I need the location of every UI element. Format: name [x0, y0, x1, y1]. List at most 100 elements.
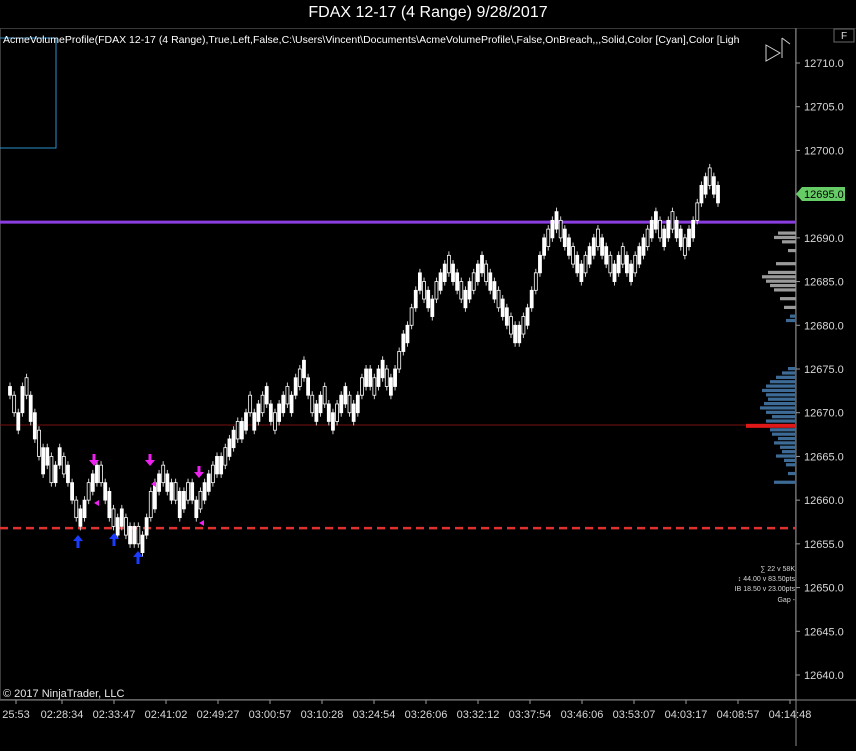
price-tick-label: 12675.0 [804, 364, 844, 376]
candle [422, 281, 426, 300]
candle [401, 333, 406, 352]
profile-bar [782, 450, 796, 454]
buy-arrow-icon [133, 551, 143, 557]
candle [471, 272, 476, 291]
profile-bar [774, 235, 796, 240]
candle [273, 412, 277, 431]
buy-arrow-icon [112, 539, 116, 546]
price-tick-label: 12660.0 [804, 495, 844, 507]
candle [322, 386, 327, 405]
price-tick-label: 12710.0 [804, 58, 844, 70]
candle [666, 219, 671, 239]
candle [119, 508, 124, 527]
candle [260, 394, 265, 414]
candle [95, 464, 99, 484]
candle [45, 447, 50, 466]
profile-bar [766, 384, 796, 388]
price-axis[interactable]: 12710.0 12705.0 12700.0 12695.0 12690.0 12685… [796, 58, 844, 682]
candle [231, 429, 236, 449]
candle [90, 473, 95, 492]
candle [210, 464, 215, 484]
candle [16, 412, 21, 431]
profile-bar [746, 423, 796, 428]
panel-badge[interactable]: F [841, 31, 847, 42]
candle [53, 464, 58, 484]
candle [20, 386, 25, 414]
profile-bar [770, 428, 796, 432]
candle [509, 316, 513, 335]
candle [496, 289, 501, 309]
candle [579, 263, 584, 282]
candle [641, 237, 646, 256]
candle [24, 377, 29, 396]
profile-bar [782, 240, 796, 244]
candle [136, 525, 141, 545]
time-tick-label: 04:14:48 [769, 709, 812, 721]
candle [384, 368, 389, 387]
time-tick-label: 03:32:12 [457, 709, 500, 721]
candle [132, 525, 137, 545]
profile-bar [778, 231, 796, 235]
last-price-label: 12695.0 [804, 189, 844, 201]
profile-bar [780, 297, 796, 301]
candle [500, 298, 505, 317]
profile-bar [764, 401, 796, 406]
profile-bar [768, 270, 796, 275]
candle [128, 525, 132, 545]
candle [413, 289, 418, 309]
candle [252, 412, 257, 431]
candle [678, 228, 683, 248]
candle [480, 254, 484, 274]
price-tick-label: 12650.0 [804, 583, 844, 595]
candle [397, 351, 402, 370]
candle [219, 456, 224, 475]
candle [446, 254, 451, 274]
candle [525, 307, 530, 326]
candle [165, 473, 170, 492]
candle [442, 263, 447, 282]
profile-bar [788, 367, 796, 371]
candle [504, 307, 509, 326]
profile-bar [772, 432, 796, 436]
panel-collapse-icon[interactable] [765, 37, 791, 62]
candle [517, 324, 522, 344]
candle [662, 228, 667, 248]
candle [376, 368, 381, 387]
candle [455, 272, 460, 291]
candle [285, 386, 290, 405]
chart-svg[interactable]: AcmeVolumeProfile(FDAX 12-17 (4 Range),T… [0, 28, 856, 746]
candle [347, 394, 352, 414]
candle [707, 167, 712, 186]
candle [583, 254, 588, 274]
stat-ib: IB 18.50 v 23.00pts [735, 586, 796, 593]
candle [434, 281, 439, 300]
profile-bar [766, 410, 796, 414]
candle [148, 490, 153, 519]
candle [546, 228, 551, 248]
stat-gap: Gap - [777, 597, 795, 604]
candle [699, 184, 704, 204]
price-tick-label: 12655.0 [804, 539, 844, 551]
candle [567, 237, 571, 256]
candle [591, 237, 596, 256]
chart-panel[interactable]: AcmeVolumeProfile(FDAX 12-17 (4 Range),T… [0, 28, 856, 746]
time-tick-label: 02:33:47 [93, 709, 136, 721]
candle [331, 412, 335, 431]
buy-arrow-icon [136, 557, 140, 564]
candle [409, 307, 414, 326]
candle [28, 394, 33, 422]
candle [716, 184, 720, 204]
candle [711, 176, 716, 195]
profile-bar [774, 480, 796, 484]
candle [438, 272, 443, 291]
candle [264, 386, 269, 405]
candle [82, 499, 87, 519]
candle [310, 394, 315, 414]
price-tick-label: 12670.0 [804, 408, 844, 420]
sell-arrow-icon [194, 472, 204, 478]
time-tick-label: 03:46:06 [561, 709, 604, 721]
candle [625, 254, 629, 274]
time-axis[interactable]: 25:53 02:28:34 02:33:47 02:41:02 02:49:27 03:… [2, 700, 811, 721]
panel-badge-frame[interactable] [833, 28, 855, 43]
last-price-badge: 12695.0 [796, 187, 845, 201]
